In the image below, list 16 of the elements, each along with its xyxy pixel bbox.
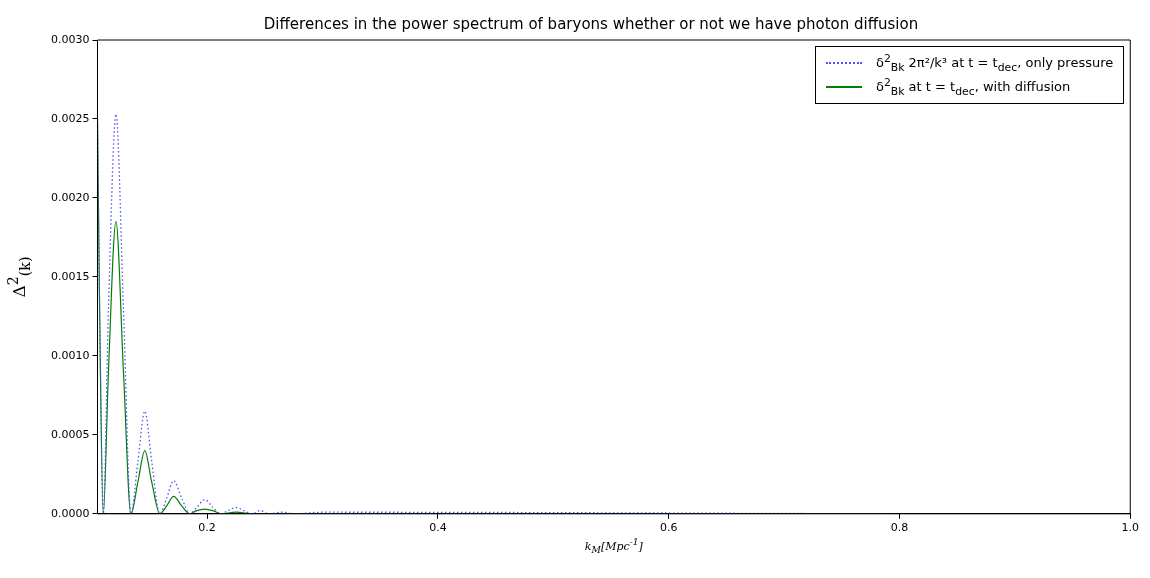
x-axis-title: k$_{M}$[Mpc$^{-1}$] <box>584 535 643 555</box>
chart-title: Differences in the power spectrum of baryons whether or not we have photon diffusion <box>263 14 919 33</box>
x-tick-label: 0.6 <box>659 521 678 535</box>
legend-label: δ$^{2}$$_{Bk}$ 2π²/k³ at t = t$_{dec}$, only pressure <box>875 52 1114 74</box>
y-tick-label: 0.0010 <box>50 348 90 362</box>
y-tick-label: 0.0030 <box>50 32 90 46</box>
x-tick-label: 0.8 <box>890 521 909 535</box>
y-tick-label: 0.0015 <box>50 269 90 283</box>
y-tick-label: 0.0005 <box>50 427 90 441</box>
x-tick-label: 0.2 <box>198 521 216 535</box>
y-tick-label: 0.0020 <box>50 190 90 204</box>
legend-label: δ$^{2}$$_{Bk}$ at t = t$_{dec}$, with diffusion <box>875 76 1071 98</box>
x-tick-label: 0.4 <box>429 521 447 535</box>
x-tick-label: 1.0 <box>1121 521 1139 535</box>
y-tick-label: 0.0000 <box>50 506 90 520</box>
y-tick-label: 0.0025 <box>50 111 90 125</box>
